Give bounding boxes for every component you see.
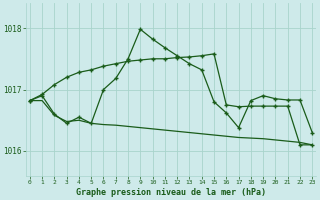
X-axis label: Graphe pression niveau de la mer (hPa): Graphe pression niveau de la mer (hPa) xyxy=(76,188,266,197)
